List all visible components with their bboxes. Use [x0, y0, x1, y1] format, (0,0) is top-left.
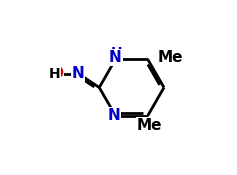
Text: Me: Me	[137, 118, 162, 133]
Text: N: N	[109, 50, 122, 65]
Text: H: H	[49, 66, 60, 80]
Text: N: N	[72, 66, 85, 81]
Text: Me: Me	[157, 50, 183, 65]
Text: N: N	[107, 108, 120, 123]
Text: O: O	[50, 66, 63, 81]
Text: H: H	[110, 46, 122, 60]
